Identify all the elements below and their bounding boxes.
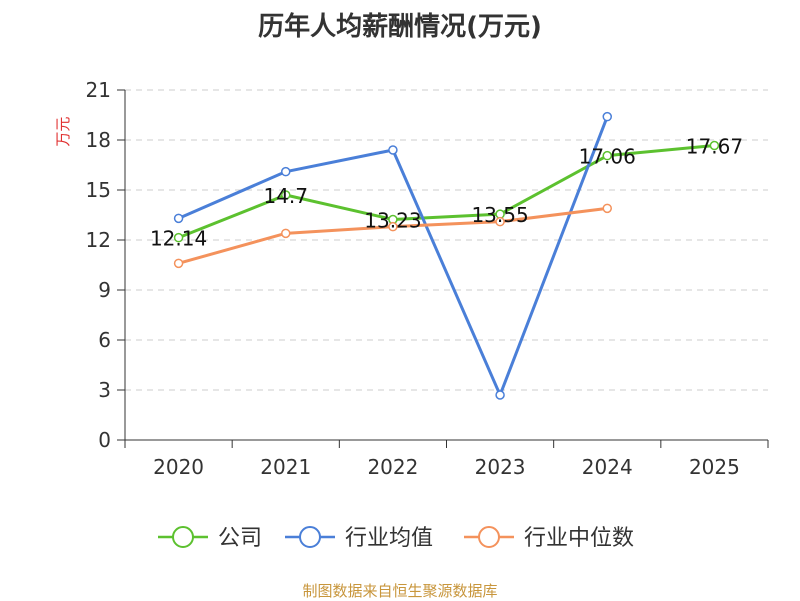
data-point xyxy=(602,111,612,122)
data-point xyxy=(281,190,291,200)
data-point xyxy=(602,150,612,161)
y-axis-title: 万元 xyxy=(54,117,72,147)
data-label: 14.7 xyxy=(263,184,308,208)
x-tick-label: 2021 xyxy=(260,455,311,479)
data-point xyxy=(388,145,398,155)
y-tick-label: 12 xyxy=(86,228,111,252)
x-tick-label: 2020 xyxy=(153,455,204,479)
data-point xyxy=(173,232,184,243)
data-point xyxy=(281,228,291,239)
x-tick-label: 2023 xyxy=(475,455,526,479)
data-point xyxy=(495,216,505,227)
legend-swatch-marker xyxy=(478,526,500,548)
axis-layer: 0 3 6 9 12 15 18 21 万元 2020 2021 2022 2023 2024 2025 xyxy=(54,78,769,479)
x-tick-label: 2022 xyxy=(367,455,418,479)
series-line xyxy=(178,144,715,240)
x-tick-label: 2025 xyxy=(689,455,740,479)
legend-label: 行业中位数 xyxy=(524,526,634,551)
series-layer xyxy=(173,111,720,400)
data-label: 17.67 xyxy=(686,135,743,159)
data-label: 13.23 xyxy=(364,209,421,233)
chart-title: 历年人均薪酬情况(万元) xyxy=(258,12,542,42)
data-point xyxy=(281,166,291,177)
data-point xyxy=(602,203,612,214)
data-point xyxy=(173,213,184,224)
y-tick-label: 0 xyxy=(98,428,111,452)
data-point xyxy=(173,258,184,269)
legend-swatch-marker xyxy=(172,526,194,548)
y-tick-label: 15 xyxy=(86,178,111,202)
data-label-layer: 12.14 14.7 13.23 13.55 17.06 17.67 xyxy=(150,135,743,251)
data-point xyxy=(709,140,720,151)
data-label: 12.14 xyxy=(150,227,207,251)
x-tick-label: 2024 xyxy=(582,455,633,479)
series-line xyxy=(177,116,609,397)
data-label: 13.55 xyxy=(471,203,528,227)
y-tick-label: 21 xyxy=(86,78,111,102)
data-label: 17.06 xyxy=(579,145,636,169)
legend-label: 行业均值 xyxy=(345,526,433,551)
source-note: 制图数据来自恒生聚源数据库 xyxy=(302,582,498,600)
legend-label: 公司 xyxy=(218,526,262,551)
legend: 公司 行业均值 行业中位数 xyxy=(158,526,634,551)
data-point xyxy=(495,390,505,400)
grid-layer xyxy=(125,89,768,391)
y-tick-label: 3 xyxy=(98,378,111,402)
data-point xyxy=(388,221,398,232)
y-tick-label: 18 xyxy=(86,128,111,152)
y-tick-label: 9 xyxy=(98,278,111,302)
y-tick-label: 6 xyxy=(98,328,111,352)
legend-swatch-marker xyxy=(299,526,321,548)
